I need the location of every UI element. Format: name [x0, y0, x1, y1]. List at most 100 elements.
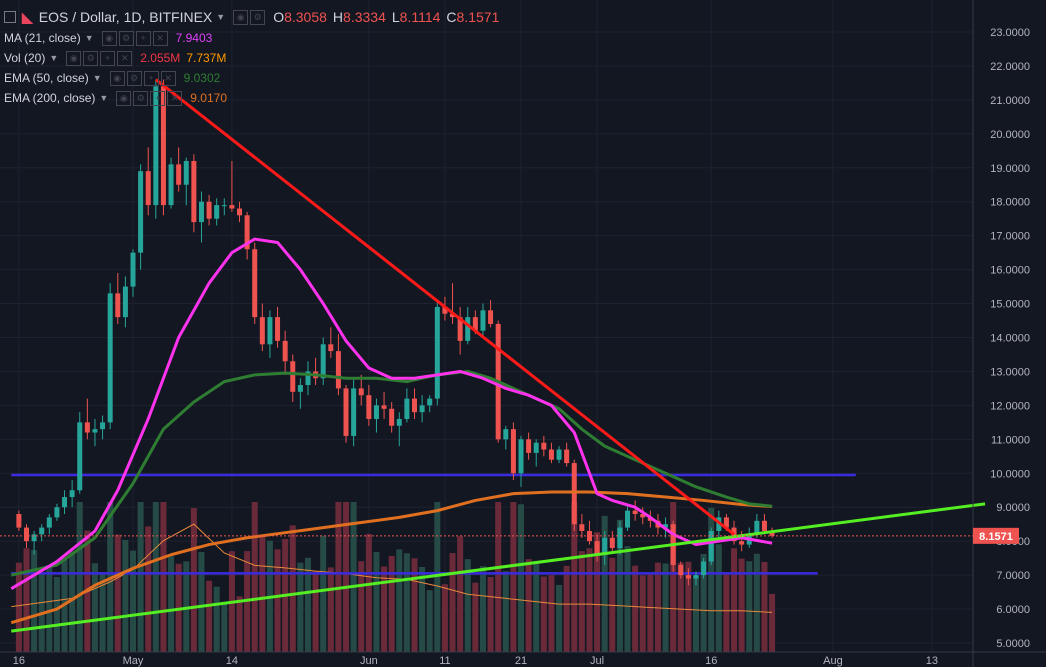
- candle-body: [434, 306, 440, 399]
- candle: [290, 354, 296, 402]
- candle-body: [54, 507, 60, 518]
- volume-bar: [434, 502, 441, 652]
- candle-body: [198, 201, 204, 223]
- eye-icon[interactable]: ◉: [66, 50, 82, 66]
- indicator-label[interactable]: MA (21, close): [4, 31, 81, 45]
- volume-bar: [715, 544, 722, 652]
- y-tick-label: 16.0000: [990, 265, 1030, 277]
- close-value: 8.1571: [456, 9, 500, 25]
- eye-icon[interactable]: ◉: [233, 9, 249, 25]
- volume-bar: [495, 502, 502, 652]
- candle-body: [122, 286, 128, 318]
- symbol-title[interactable]: EOS / Dollar, 1D, BITFINEX: [38, 9, 213, 25]
- volume-bar: [411, 558, 418, 652]
- candle: [259, 303, 265, 352]
- gear-icon[interactable]: ⚙: [250, 9, 266, 25]
- indicator-label[interactable]: EMA (200, close): [4, 91, 96, 105]
- candle: [564, 442, 570, 467]
- time-axis: 16 May 14 Jun 11 21 Jul 16 Aug 13: [0, 651, 1046, 667]
- candle: [594, 534, 600, 562]
- candle-body: [571, 463, 577, 525]
- volume-bar: [213, 586, 220, 652]
- red-trendline: [154, 78, 735, 536]
- candle-body: [267, 317, 273, 345]
- candle: [275, 306, 281, 348]
- volume-bar: [563, 565, 570, 652]
- plus-icon[interactable]: +: [143, 70, 159, 86]
- gear-icon[interactable]: ⚙: [118, 30, 134, 46]
- indicator-value: 9.0170: [190, 91, 227, 105]
- candle: [510, 422, 516, 481]
- eye-icon[interactable]: ◉: [109, 70, 125, 86]
- chevron-down-icon[interactable]: ▼: [216, 12, 226, 22]
- eye-icon[interactable]: ◉: [101, 30, 117, 46]
- gear-icon[interactable]: ⚙: [126, 70, 142, 86]
- gear-icon[interactable]: ⚙: [133, 90, 149, 106]
- volume-bar: [479, 566, 486, 652]
- collapse-icon[interactable]: [4, 11, 16, 23]
- candle: [518, 435, 524, 487]
- candle-body: [252, 249, 258, 318]
- candle: [480, 303, 486, 338]
- candle: [46, 514, 52, 535]
- gear-icon[interactable]: ⚙: [83, 50, 99, 66]
- close-icon[interactable]: ✕: [152, 30, 168, 46]
- candle-body: [411, 398, 417, 413]
- volume-bar: [365, 533, 372, 652]
- volume-bar: [69, 551, 76, 652]
- plus-icon[interactable]: +: [150, 90, 166, 106]
- close-icon[interactable]: ✕: [167, 90, 183, 106]
- volume-bar: [738, 558, 745, 652]
- candle: [168, 157, 174, 209]
- plus-icon[interactable]: +: [135, 30, 151, 46]
- candle-body: [138, 171, 144, 253]
- y-tick-label: 21.0000: [990, 95, 1030, 107]
- x-tick-label: 11: [439, 655, 450, 667]
- chevron-down-icon[interactable]: ▼: [92, 73, 102, 83]
- candle-body: [366, 395, 372, 419]
- candle-body: [335, 351, 341, 389]
- candle: [404, 388, 410, 423]
- candle-body: [663, 524, 669, 528]
- indicator-label[interactable]: EMA (50, close): [4, 71, 89, 85]
- volume-bar: [525, 559, 532, 652]
- chevron-down-icon[interactable]: ▼: [99, 93, 109, 103]
- volume-bar: [609, 557, 616, 652]
- y-tick-label: 15.0000: [990, 299, 1030, 311]
- close-icon[interactable]: ✕: [160, 70, 176, 86]
- candle: [373, 398, 379, 433]
- close-icon[interactable]: ✕: [117, 50, 133, 66]
- volume-bar: [31, 550, 38, 652]
- indicator-value: 9.0302: [183, 71, 221, 85]
- candle-body: [632, 510, 638, 515]
- chevron-down-icon[interactable]: ▼: [49, 53, 59, 63]
- candles: [16, 79, 775, 586]
- candle: [138, 164, 144, 270]
- candle-body: [100, 422, 106, 430]
- candle: [191, 154, 197, 233]
- plus-icon[interactable]: +: [100, 50, 116, 66]
- candle: [366, 385, 372, 426]
- volume-bar: [312, 570, 319, 652]
- volume-bar: [624, 546, 631, 652]
- y-tick-label: 12.0000: [990, 400, 1030, 412]
- open-value: 8.3058: [284, 9, 327, 25]
- volume-bar: [46, 564, 53, 652]
- x-tick-label: 16: [13, 655, 25, 667]
- volume-bar: [518, 504, 525, 652]
- volume-bar: [160, 502, 167, 652]
- volume-bar: [99, 572, 106, 652]
- y-tick-label: 5.0000: [996, 638, 1030, 650]
- volume-bar: [53, 577, 60, 652]
- eye-icon[interactable]: ◉: [116, 90, 132, 106]
- indicator-label[interactable]: Vol (20): [4, 51, 46, 65]
- candle: [335, 334, 341, 396]
- candle: [160, 79, 166, 216]
- candle-body: [351, 388, 357, 436]
- x-tick-label: 21: [515, 655, 527, 667]
- candle-body: [16, 514, 22, 528]
- candle: [206, 194, 212, 226]
- candle: [548, 442, 554, 464]
- chevron-down-icon[interactable]: ▼: [84, 33, 94, 43]
